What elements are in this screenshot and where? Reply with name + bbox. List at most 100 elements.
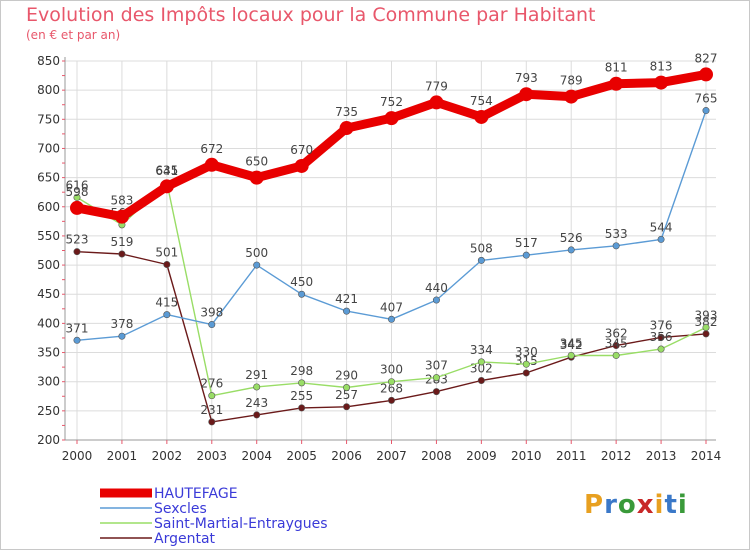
legend-label: Saint-Martial-Entraygues	[154, 516, 328, 532]
logo-letter: r	[604, 490, 618, 520]
data-label: 650	[245, 155, 268, 169]
y-tick-label: 300	[37, 375, 60, 389]
data-point	[343, 403, 351, 411]
data-label: 641	[155, 164, 178, 178]
data-point	[477, 256, 485, 264]
data-point	[343, 307, 351, 315]
data-label: 519	[110, 235, 133, 249]
y-tick-label: 750	[37, 112, 60, 126]
data-label: 393	[695, 308, 718, 322]
logo-letter: i	[677, 490, 688, 520]
data-point	[519, 87, 534, 102]
data-label: 583	[110, 194, 133, 208]
data-label: 371	[66, 321, 89, 335]
data-label: 300	[380, 363, 403, 377]
data-point	[522, 369, 530, 377]
data-label: 635	[155, 163, 178, 177]
data-point	[612, 351, 620, 359]
data-label: 290	[335, 369, 358, 383]
data-point	[208, 392, 216, 400]
data-label: 345	[560, 336, 583, 350]
data-label: 231	[200, 403, 223, 417]
data-label: 298	[290, 364, 313, 378]
data-point	[298, 404, 306, 412]
data-point	[387, 378, 395, 386]
data-point	[474, 109, 489, 124]
data-point	[657, 345, 665, 353]
y-tick-label: 200	[37, 433, 60, 447]
x-tick-label: 2012	[601, 449, 632, 463]
data-label: 813	[650, 60, 673, 74]
chart-subtitle: (en € et par an)	[26, 28, 121, 42]
data-label: 811	[605, 61, 628, 75]
data-label: 268	[380, 381, 403, 395]
data-label: 291	[245, 368, 268, 382]
data-label: 523	[66, 233, 89, 247]
logo-letter: P	[584, 490, 605, 520]
data-point	[522, 360, 530, 368]
series-saint-martial-entraygues: 6165696412762912982903003073343303453453…	[66, 164, 718, 400]
data-label: 398	[200, 306, 223, 320]
x-tick-label: 2009	[466, 449, 497, 463]
data-label: 526	[560, 231, 583, 245]
data-label: 382	[695, 315, 718, 329]
data-point	[298, 290, 306, 298]
legend: HAUTEFAGESexclesSaint-Martial-Entraygues…	[100, 486, 328, 547]
legend-label: HAUTEFAGE	[154, 486, 238, 502]
logo-letter: i	[654, 490, 665, 520]
x-tick-label: 2004	[241, 449, 272, 463]
data-label: 508	[470, 241, 493, 255]
y-tick-label: 500	[37, 258, 60, 272]
data-label: 793	[515, 71, 538, 85]
data-point	[612, 342, 620, 350]
data-point	[387, 315, 395, 323]
data-point	[253, 383, 261, 391]
y-tick-label: 550	[37, 229, 60, 243]
data-point	[73, 193, 81, 201]
data-label: 670	[290, 143, 313, 157]
x-tick-label: 2001	[107, 449, 138, 463]
data-label: 752	[380, 95, 403, 109]
logo-letter: t	[664, 490, 678, 520]
data-label: 789	[560, 74, 583, 88]
data-point	[208, 321, 216, 329]
data-label: 544	[650, 220, 673, 234]
data-label: 255	[290, 389, 313, 403]
data-label: 376	[650, 318, 673, 332]
data-label: 735	[335, 105, 358, 119]
y-tick-label: 700	[37, 141, 60, 155]
data-point	[73, 336, 81, 344]
data-point	[343, 384, 351, 392]
data-point	[163, 311, 171, 319]
data-label: 440	[425, 281, 448, 295]
data-point	[612, 242, 620, 250]
data-point	[118, 250, 126, 258]
x-tick-label: 2008	[421, 449, 452, 463]
x-tick-label: 2005	[286, 449, 317, 463]
data-point	[298, 379, 306, 387]
data-point	[387, 396, 395, 404]
data-label: 450	[290, 275, 313, 289]
data-point	[657, 235, 665, 243]
data-point	[294, 158, 309, 173]
data-point	[477, 358, 485, 366]
data-point	[432, 296, 440, 304]
data-point	[429, 95, 444, 110]
y-tick-label: 650	[37, 171, 60, 185]
data-point	[564, 89, 579, 104]
data-point	[114, 209, 129, 224]
data-label: 827	[695, 51, 718, 65]
data-label: 276	[200, 377, 223, 391]
series-argentat: 5235195012312432552572682833023153423623…	[66, 233, 718, 426]
logo-letter: x	[636, 490, 655, 520]
data-point	[204, 157, 219, 172]
legend-label: Argentat	[154, 531, 216, 547]
data-point	[384, 111, 399, 126]
legend-label: Sexcles	[154, 501, 207, 517]
x-tick-label: 2006	[331, 449, 362, 463]
data-label: 330	[515, 345, 538, 359]
data-point	[432, 388, 440, 396]
x-tick-label: 2013	[646, 449, 677, 463]
data-label: 517	[515, 236, 538, 250]
